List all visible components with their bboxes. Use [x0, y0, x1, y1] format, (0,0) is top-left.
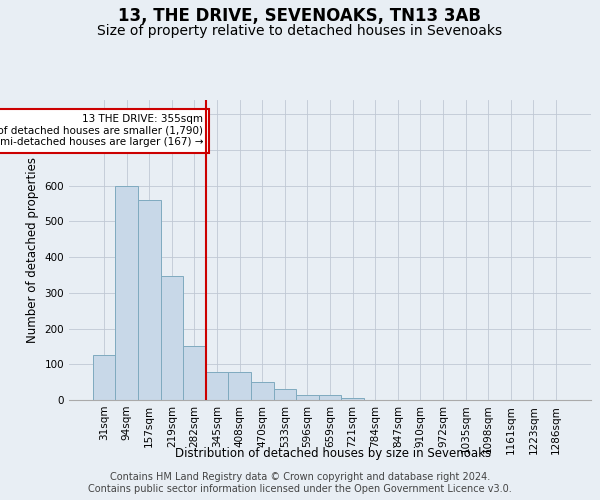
- Text: Contains HM Land Registry data © Crown copyright and database right 2024.
Contai: Contains HM Land Registry data © Crown c…: [88, 472, 512, 494]
- Bar: [183, 346, 206, 400]
- Bar: [161, 276, 183, 400]
- Bar: [319, 396, 341, 400]
- Bar: [341, 398, 364, 400]
- Text: 13, THE DRIVE, SEVENOAKS, TN13 3AB: 13, THE DRIVE, SEVENOAKS, TN13 3AB: [119, 8, 482, 26]
- Bar: [296, 395, 319, 400]
- Bar: [93, 356, 115, 400]
- Bar: [138, 200, 161, 400]
- Bar: [251, 382, 274, 400]
- Text: Size of property relative to detached houses in Sevenoaks: Size of property relative to detached ho…: [97, 24, 503, 38]
- Y-axis label: Number of detached properties: Number of detached properties: [26, 157, 39, 343]
- Bar: [229, 372, 251, 400]
- Bar: [274, 390, 296, 400]
- Text: Distribution of detached houses by size in Sevenoaks: Distribution of detached houses by size …: [175, 448, 491, 460]
- Text: 13 THE DRIVE: 355sqm
← 91% of detached houses are smaller (1,790)
9% of semi-det: 13 THE DRIVE: 355sqm ← 91% of detached h…: [0, 114, 203, 148]
- Bar: [206, 372, 229, 400]
- Bar: [115, 186, 138, 400]
